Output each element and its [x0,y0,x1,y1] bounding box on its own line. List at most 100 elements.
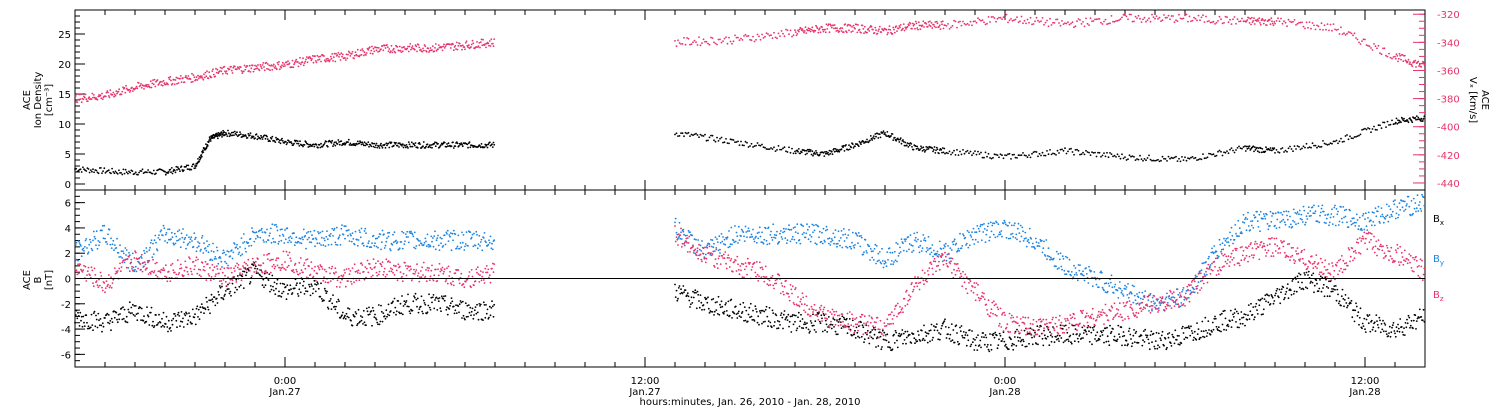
bx-point [461,300,464,303]
velocity-point [382,49,385,52]
velocity-point [225,70,228,72]
bx-point [453,312,456,315]
velocity-point [280,66,283,69]
bx-point [1004,345,1006,347]
bx-point [1274,294,1276,297]
bx-point [1232,313,1234,316]
bx-point [221,285,223,288]
by-point [151,256,154,259]
velocity-point [208,71,211,74]
velocity-point [1061,20,1063,22]
density-point [1022,152,1024,154]
by-point [98,244,100,247]
by-point [119,244,121,247]
density-point [731,138,733,141]
by-point [146,250,148,253]
density-point [1400,121,1402,124]
density-point [458,145,460,147]
velocity-point [811,26,814,29]
velocity-point [794,29,796,32]
density-point [765,148,768,150]
bx-point [448,308,451,310]
bx-point [678,285,681,287]
velocity-point [779,35,781,37]
date-tick-label: Jan.28 [1348,387,1380,398]
density-point [468,141,471,144]
by-point [430,235,433,238]
by-point [309,230,312,233]
velocity-point [1328,29,1330,32]
velocity-point [326,57,329,60]
velocity-point [266,63,269,65]
velocity-point [461,48,463,51]
bx-point [296,282,298,285]
bx-point [740,316,742,319]
bx-point [335,305,337,308]
velocity-point [176,77,179,79]
bx-point [291,292,294,294]
by-point [769,234,772,236]
density-point [141,168,144,171]
bx-point [725,310,728,312]
bx-point [1282,286,1285,289]
by-point [766,243,769,246]
bx-point [851,334,853,337]
bx-point [1161,330,1164,333]
bx-point [483,304,486,306]
bx-point [274,293,277,296]
density-point [1356,135,1359,138]
bx-point [169,326,172,329]
by-point [439,236,442,239]
velocity-point [105,91,108,94]
bx-point [1142,330,1145,332]
density-point [805,149,808,152]
velocity-point [409,43,412,45]
bx-point [1142,339,1144,342]
density-point [284,140,287,143]
velocity-point [467,44,470,47]
velocity-point [215,67,217,70]
velocity-point [463,46,466,49]
velocity-point [744,33,747,36]
density-point [872,135,875,138]
bx-point [1254,305,1257,308]
density-point [1179,160,1182,163]
density-point [281,140,284,142]
bx-point [1241,317,1243,319]
by-point [719,252,721,254]
velocity-point [201,77,204,79]
bx-point [956,332,958,334]
bx-point [1080,337,1083,340]
density-point [1160,159,1162,162]
by-point [379,233,382,236]
velocity-point [849,24,852,27]
by-point [474,244,477,247]
bx-point [1241,322,1244,325]
velocity-point [259,64,262,66]
velocity-point [362,50,364,52]
by-point [135,270,138,273]
density-point [1346,134,1348,136]
bx-point [1352,309,1355,312]
by-point [734,240,737,243]
bx-point [893,333,895,336]
bx-point [1042,344,1045,347]
density-point [1391,119,1393,122]
velocity-point [482,38,484,41]
bx-point [1095,340,1098,342]
velocity-point [1029,16,1032,19]
density-point [720,136,723,139]
density-point [1397,119,1399,122]
bx-point [878,331,881,334]
bx-point [1171,333,1174,336]
bx-point [1094,334,1097,337]
by-point [432,245,435,248]
velocity-point [1211,21,1213,24]
density-point [452,141,454,144]
bx-point [1201,320,1204,323]
bx-point [1064,324,1067,327]
bx-point [98,319,100,322]
bx-point [1025,345,1028,348]
bx-point [693,291,696,294]
density-point [484,143,487,146]
